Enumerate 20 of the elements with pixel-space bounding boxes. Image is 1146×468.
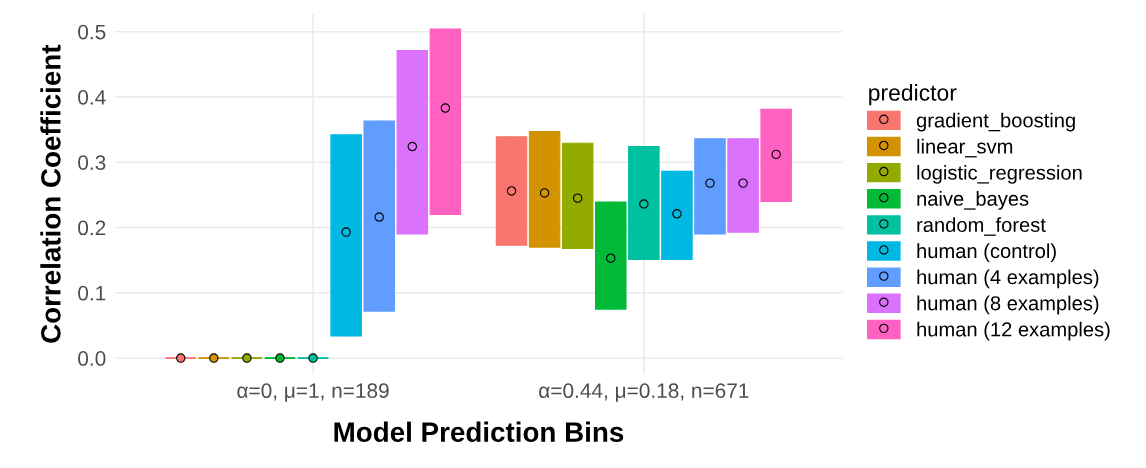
- y-tick-label: 0.2: [78, 220, 106, 236]
- y-tick-label: 0.5: [78, 24, 106, 40]
- legend-label: naive_bayes: [917, 191, 1029, 210]
- y-tick-label: 0.1: [78, 285, 106, 301]
- legend-label: human (8 examples): [917, 295, 1099, 315]
- legend-label: gradient_boosting: [916, 112, 1075, 132]
- legend-label: human (12 examples): [917, 321, 1110, 341]
- y-axis-title: Correlation Coefficient: [40, 44, 61, 343]
- x-axis-title: Model Prediction Bins: [334, 421, 624, 442]
- y-tick-label: 0.0: [78, 351, 106, 366]
- legend-label: logistic_regression: [917, 164, 1082, 184]
- x-tick-label: α=0.44, μ=0.18, n=671: [539, 383, 749, 402]
- legend-label: human (control): [917, 243, 1056, 263]
- legend-label: random_forest: [917, 217, 1046, 236]
- legend-title: predictor: [869, 83, 957, 106]
- legend-label: linear_svm: [917, 138, 1013, 158]
- y-tick-label: 0.4: [78, 89, 106, 105]
- y-tick-label: 0.3: [78, 155, 106, 170]
- x-tick-label: α=0, μ=1, n=189: [237, 383, 389, 402]
- legend-label: human (4 examples): [917, 269, 1099, 289]
